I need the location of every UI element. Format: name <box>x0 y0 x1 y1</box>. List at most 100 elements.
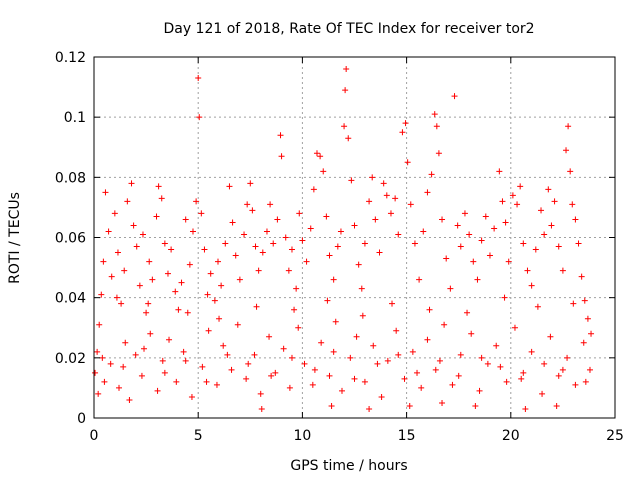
data-point <box>323 213 330 220</box>
data-point <box>436 357 443 364</box>
data-point <box>214 258 221 265</box>
data-point <box>114 249 121 256</box>
data-point <box>584 315 591 322</box>
data-point <box>501 294 508 301</box>
x-tick-label: 10 <box>293 428 311 444</box>
data-point <box>128 180 135 187</box>
data-point <box>143 309 150 316</box>
data-point <box>257 390 264 397</box>
x-tick-label: 15 <box>398 428 416 444</box>
data-point <box>343 66 350 73</box>
data-point <box>193 198 200 205</box>
data-point <box>541 231 548 238</box>
data-point <box>402 120 409 127</box>
data-point <box>154 387 161 394</box>
data-point <box>389 300 396 307</box>
data-point <box>443 255 450 262</box>
data-point <box>347 354 354 361</box>
data-point <box>503 378 510 385</box>
data-point <box>172 288 179 295</box>
data-point <box>441 321 448 328</box>
data-point <box>411 240 418 247</box>
data-point <box>334 243 341 250</box>
chart-title: Day 121 of 2018, Rate Of TEC Index for r… <box>163 21 534 37</box>
data-point <box>372 216 379 223</box>
data-point <box>267 201 274 208</box>
data-point <box>505 258 512 265</box>
data-point <box>139 231 146 238</box>
data-point <box>243 375 250 382</box>
data-point <box>270 240 277 247</box>
data-point <box>309 381 316 388</box>
data-point <box>433 123 440 130</box>
data-point <box>232 252 239 259</box>
data-point <box>207 270 214 277</box>
data-point <box>311 366 318 373</box>
y-tick-label: 0 <box>77 411 86 427</box>
data-point <box>392 195 399 202</box>
data-point <box>484 360 491 367</box>
data-point <box>345 135 352 142</box>
data-point <box>146 258 153 265</box>
data-point <box>586 366 593 373</box>
data-point <box>116 384 123 391</box>
data-point <box>404 159 411 166</box>
data-point <box>245 360 252 367</box>
data-point <box>580 339 587 346</box>
data-point <box>575 240 582 247</box>
data-point <box>255 267 262 274</box>
data-point <box>342 87 349 94</box>
x-tick-label: 0 <box>90 428 99 444</box>
data-point <box>528 348 535 355</box>
data-point <box>431 111 438 118</box>
data-point <box>268 372 275 379</box>
data-point <box>164 270 171 277</box>
data-point <box>582 378 589 385</box>
data-point <box>182 216 189 223</box>
x-tick-label: 20 <box>502 428 520 444</box>
data-point <box>564 354 571 361</box>
data-point <box>196 114 203 121</box>
data-point <box>486 252 493 259</box>
data-point <box>224 351 231 358</box>
data-point <box>541 360 548 367</box>
data-point <box>288 354 295 361</box>
data-point <box>517 183 524 190</box>
data-point <box>491 225 498 232</box>
data-point <box>509 192 516 199</box>
data-point <box>468 330 475 337</box>
data-point <box>548 222 555 229</box>
data-point <box>401 375 408 382</box>
data-point <box>277 132 284 139</box>
data-point <box>307 225 314 232</box>
data-point <box>320 168 327 175</box>
data-point <box>409 348 416 355</box>
data-point <box>280 345 287 352</box>
data-point <box>324 297 331 304</box>
data-point <box>317 153 324 160</box>
data-point <box>387 210 394 217</box>
y-tick-label: 0.04 <box>55 291 86 307</box>
data-point <box>407 201 414 208</box>
data-point <box>149 276 156 283</box>
data-point <box>126 396 133 403</box>
data-point <box>378 393 385 400</box>
data-point <box>395 351 402 358</box>
data-point <box>406 402 413 409</box>
data-point <box>296 210 303 217</box>
data-point <box>105 228 112 235</box>
data-point <box>211 297 218 304</box>
data-point <box>464 309 471 316</box>
data-point <box>98 291 105 298</box>
data-point <box>253 303 260 310</box>
data-point <box>328 402 335 409</box>
x-axis-label: GPS time / hours <box>290 458 407 474</box>
data-point <box>455 372 462 379</box>
data-point <box>522 405 529 412</box>
data-point <box>113 294 120 301</box>
data-point <box>186 261 193 268</box>
data-point <box>351 375 358 382</box>
data-point <box>454 222 461 229</box>
data-point <box>466 231 473 238</box>
data-point <box>100 258 107 265</box>
